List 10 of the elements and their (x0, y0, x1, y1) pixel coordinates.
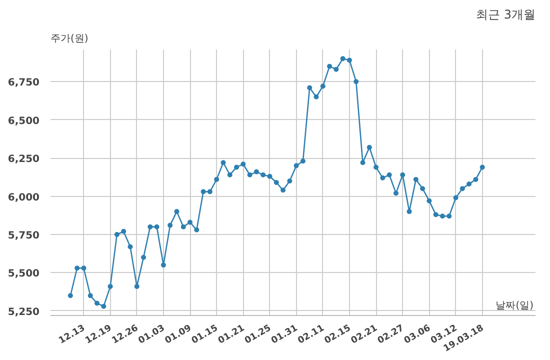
y-tick-label: 5,250 (8, 306, 40, 318)
y-tick-label: 6,250 (8, 154, 40, 166)
y-tick-label: 6,000 (8, 192, 40, 204)
y-tick-label: 6,500 (8, 116, 40, 127)
x-axis-title: 날짜(일) (496, 300, 534, 312)
chart-title: 최근 3개월 (476, 8, 536, 22)
y-axis-title: 주가(원) (50, 34, 88, 44)
y-tick-label: 5,750 (8, 230, 40, 242)
y-tick-label: 5,500 (8, 268, 40, 280)
y-tick-label: 6,750 (8, 78, 40, 89)
